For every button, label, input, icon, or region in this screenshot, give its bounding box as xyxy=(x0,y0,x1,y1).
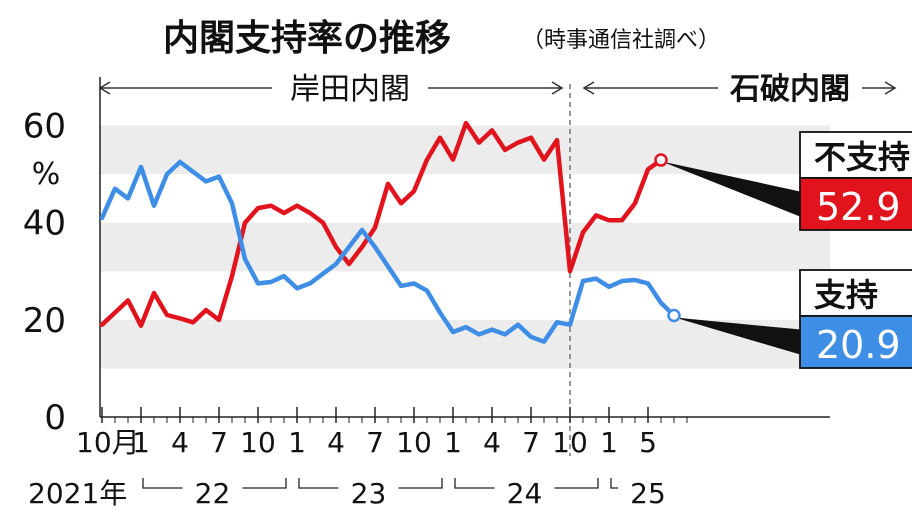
series-layer xyxy=(99,120,681,344)
series-line-disapproval xyxy=(99,120,664,328)
x-tick-label: 1 xyxy=(288,426,306,459)
year-bracket xyxy=(142,478,183,489)
series-name-label: 支持 xyxy=(814,276,878,314)
year-bracket xyxy=(610,478,618,489)
series-line-approval xyxy=(99,159,677,344)
grid-band xyxy=(100,125,830,175)
x-tick-label: 10 xyxy=(396,426,432,459)
chart-subtitle: （時事通信社調べ） xyxy=(522,28,720,53)
x-tick-label: 4 xyxy=(327,426,345,459)
y-tick-label: 0 xyxy=(44,398,66,438)
x-tick-label: 7 xyxy=(522,426,540,459)
year-bracket xyxy=(454,478,495,489)
period-label: 石破内閣 xyxy=(729,72,850,107)
x-year-label: 22 xyxy=(195,477,231,510)
series-value-box xyxy=(799,315,912,369)
x-tick-label: 10月 xyxy=(76,426,140,459)
year-bracket xyxy=(554,478,599,489)
x-tick-label: 4 xyxy=(171,426,189,459)
series-name-box xyxy=(799,131,912,179)
callout-pointer xyxy=(666,162,801,217)
x-tick-label: 7 xyxy=(366,426,384,459)
y-tick-label: 60 xyxy=(23,107,66,147)
period-arrowhead xyxy=(582,81,595,95)
y-tick-label: 20 xyxy=(23,301,66,341)
series-labels: 不支持 52.9 支持 20.9 xyxy=(666,131,912,369)
x-tick-label: 7 xyxy=(210,426,228,459)
x-tick-label: 5 xyxy=(639,426,657,459)
year-bracket xyxy=(242,478,287,489)
series-endpoint-marker xyxy=(667,308,681,323)
x-tick-label: 10 xyxy=(240,426,276,459)
period-arrowhead xyxy=(884,81,897,95)
period-arrowhead xyxy=(551,81,564,95)
x-year-label: 23 xyxy=(351,477,387,510)
y-tick-label: 40 xyxy=(23,204,66,244)
y-axis-unit: % xyxy=(32,157,61,192)
callout-pointer xyxy=(679,317,801,355)
x-year-label: 24 xyxy=(507,477,543,510)
cabinet-periods: 岸田内閣 石破内閣 xyxy=(98,72,897,107)
grid-bands xyxy=(100,125,830,369)
x-tick-label: 1 xyxy=(444,426,462,459)
x-tick-label: 4 xyxy=(483,426,501,459)
x-tick-label: 1 xyxy=(600,426,618,459)
series-value-label: 20.9 xyxy=(816,323,901,367)
series-name-label: 不支持 xyxy=(814,138,910,176)
year-bracket xyxy=(298,478,339,489)
x-tick-label: 10 xyxy=(552,426,588,459)
chart-title: 内閣支持率の推移 xyxy=(163,18,451,59)
series-value-label: 52.9 xyxy=(816,185,901,229)
period-label: 岸田内閣 xyxy=(290,72,410,107)
grid-band xyxy=(100,222,830,272)
year-bracket xyxy=(398,478,443,489)
x-year-label: 2021年 xyxy=(28,477,127,510)
series-endpoint-marker xyxy=(654,153,668,167)
x-tick-label: 1 xyxy=(132,426,150,459)
x-year-label: 25 xyxy=(630,477,666,510)
